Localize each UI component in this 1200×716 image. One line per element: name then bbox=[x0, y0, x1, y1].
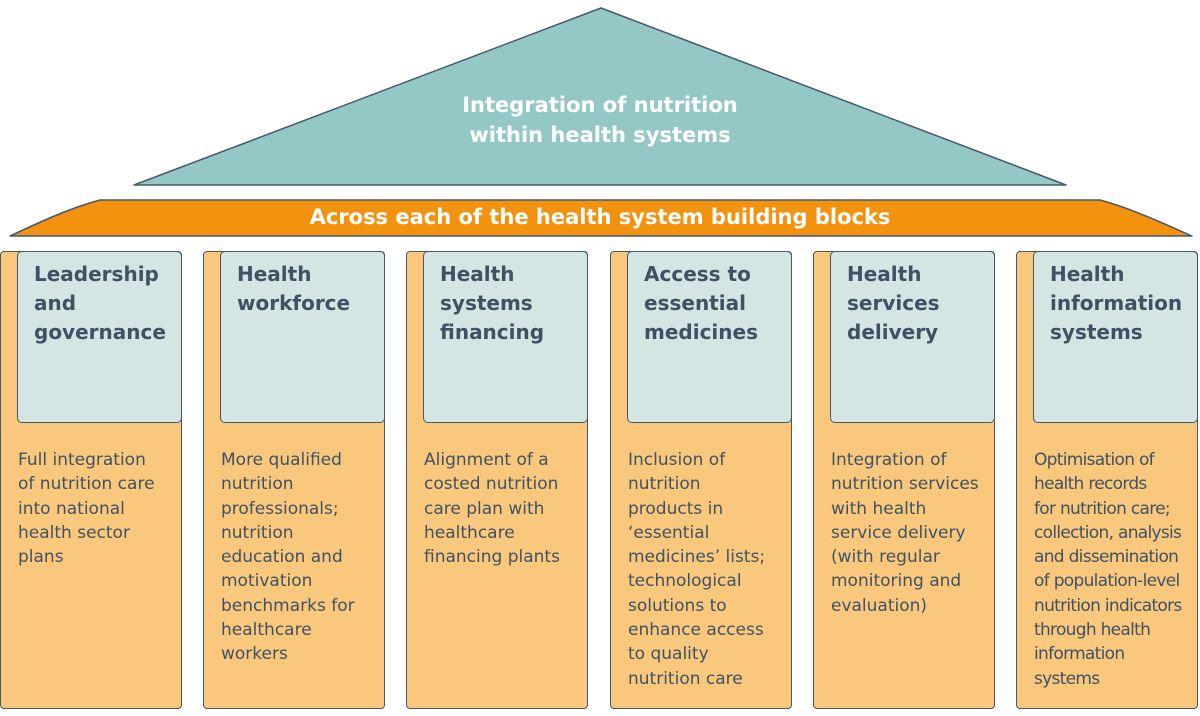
pillar-description-line: nutrition bbox=[221, 522, 294, 543]
pillar-header: Access to essential medicines bbox=[627, 250, 792, 423]
pillar-description-line: evaluation) bbox=[831, 595, 928, 616]
pillar-title-line: information bbox=[1050, 290, 1183, 315]
pillar-description-line: solutions to bbox=[628, 595, 727, 616]
pillar-description-line: into national bbox=[18, 498, 125, 519]
roof-graphic bbox=[9, 7, 1193, 237]
pillar-title-line: Health bbox=[1050, 261, 1125, 286]
pillar-description-line: nutrition services bbox=[831, 474, 979, 495]
pillar-header: Health systems financing bbox=[423, 250, 588, 423]
pillar-title-line: medicines bbox=[644, 319, 758, 344]
pillar-title-line: financing bbox=[440, 319, 545, 344]
pillar-header: Leadership and governance bbox=[17, 250, 182, 423]
pillar-description-line: More qualified bbox=[221, 450, 342, 470]
pillar-description-line: health records bbox=[1034, 474, 1147, 495]
pillar-description-line: and dissemination bbox=[1034, 547, 1179, 568]
pillar-description-line: technological bbox=[628, 571, 742, 592]
pillar-description-line: Optimisation of bbox=[1034, 450, 1155, 470]
pillar-description-line: (with regular bbox=[831, 547, 940, 568]
pillar-title: Health services delivery bbox=[847, 260, 984, 347]
pillar-title-line: systems bbox=[1050, 319, 1143, 344]
pillar-description-line: Full integration bbox=[18, 450, 146, 470]
pillar-title: Access to essential medicines bbox=[644, 260, 781, 347]
pillar-title-line: systems bbox=[440, 290, 533, 315]
pillar-description-line: education and bbox=[221, 547, 343, 568]
pillar-description: Optimisation of health records for nutri… bbox=[1034, 448, 1199, 691]
pillar-description-line: systems bbox=[1034, 668, 1100, 689]
pillar-description-line: for nutrition care; bbox=[1034, 498, 1171, 519]
pillar-title-line: Leadership bbox=[34, 261, 159, 286]
pillar-description-line: to quality bbox=[628, 644, 709, 665]
band-label: Across each of the health system buildin… bbox=[309, 205, 891, 229]
pillar-health-information-systems: Health information systems Optimisation … bbox=[1016, 250, 1199, 709]
pillar-description-line: Alignment of a bbox=[424, 450, 549, 470]
pillar-title: Health systems financing bbox=[440, 260, 577, 347]
pillar-description-line: healthcare bbox=[424, 522, 515, 543]
pillar-description-line: service delivery bbox=[831, 522, 966, 543]
pillar-description-line: enhance access bbox=[628, 620, 764, 641]
pillar-header: Health information systems bbox=[1033, 250, 1198, 423]
pillar-description: Full integration of nutrition care into … bbox=[18, 448, 183, 569]
pillar-description: More qualified nutrition professionals; … bbox=[221, 448, 386, 667]
pillar-title: Health workforce bbox=[237, 260, 374, 318]
pillar-description-line: nutrition indicators bbox=[1034, 595, 1182, 616]
pillar-description-line: products in bbox=[628, 498, 724, 519]
pillar-description-line: of nutrition care bbox=[18, 474, 155, 495]
pillar-access-essential-medicines: Access to essential medicines Inclusion … bbox=[610, 250, 793, 709]
pillar-description-line: health sector bbox=[18, 522, 130, 543]
pillar-health-workforce: Health workforce More qualified nutritio… bbox=[203, 250, 386, 709]
pillar-health-systems-financing: Health systems financing Alignment of a … bbox=[406, 250, 589, 709]
pillar-title-line: workforce bbox=[237, 290, 351, 315]
pillar-description-line: financing plants bbox=[424, 547, 560, 568]
pillar-description-line: Integration of bbox=[831, 450, 947, 470]
pillar-title-line: Health bbox=[440, 261, 515, 286]
pillar-description-line: Inclusion of bbox=[628, 450, 726, 470]
pillar-title-line: essential bbox=[644, 290, 746, 315]
roof-triangle bbox=[133, 7, 1067, 186]
pillar-description-line: professionals; bbox=[221, 498, 339, 519]
pillar-title-line: governance bbox=[34, 319, 166, 344]
building-blocks-band bbox=[9, 199, 1193, 237]
pillar-title-line: and bbox=[34, 290, 77, 315]
pillar-header: Health workforce bbox=[220, 250, 385, 423]
pillar-title: Health information systems bbox=[1050, 260, 1187, 347]
pillar-description-line: nutrition bbox=[221, 474, 294, 495]
pillar-description-line: care plan with bbox=[424, 498, 545, 519]
pillar-description-line: monitoring and bbox=[831, 571, 962, 592]
roof-title-line-2: within health systems bbox=[469, 123, 731, 147]
pillar-description-line: costed nutrition bbox=[424, 474, 559, 495]
pillar-description: Alignment of a costed nutrition care pla… bbox=[424, 448, 589, 569]
pillar-description-line: nutrition care bbox=[628, 668, 743, 689]
pillar-description-line: through health bbox=[1034, 620, 1151, 641]
pillar-health-services-delivery: Health services delivery Integration of … bbox=[813, 250, 996, 709]
pillar-description-line: benchmarks for bbox=[221, 595, 355, 616]
pillar-description-line: plans bbox=[18, 547, 64, 568]
pillar-title-line: Health bbox=[237, 261, 312, 286]
roof-title: Integration of nutrition within health s… bbox=[400, 90, 800, 150]
pillar-description-line: information bbox=[1034, 644, 1125, 665]
pillar-description-line: motivation bbox=[221, 571, 313, 592]
pillar-description-line: workers bbox=[221, 644, 288, 665]
pillar-description-line: with health bbox=[831, 498, 927, 519]
pillar-description-line: medicines’ lists; bbox=[628, 547, 766, 568]
pillar-title-line: Health bbox=[847, 261, 922, 286]
pillar-description-line: collection, analysis bbox=[1034, 522, 1182, 543]
pillar-header: Health services delivery bbox=[830, 250, 995, 423]
pillar-description-line: ‘essential bbox=[628, 522, 710, 543]
pillar-description: Inclusion of nutrition products in ‘esse… bbox=[628, 448, 793, 691]
pillar-title-line: delivery bbox=[847, 319, 939, 344]
pillar-title-line: services bbox=[847, 290, 940, 315]
pillar-title-line: Access to bbox=[644, 261, 751, 286]
pillar-leadership-governance: Leadership and governance Full integrati… bbox=[0, 250, 183, 709]
pillar-description-line: nutrition bbox=[628, 474, 701, 495]
pillar-description-line: of population-level bbox=[1034, 571, 1180, 592]
pillar-title: Leadership and governance bbox=[34, 260, 171, 347]
roof-title-line-1: Integration of nutrition bbox=[462, 93, 738, 117]
pillar-description-line: healthcare bbox=[221, 620, 312, 641]
pillar-description: Integration of nutrition services with h… bbox=[831, 448, 996, 618]
